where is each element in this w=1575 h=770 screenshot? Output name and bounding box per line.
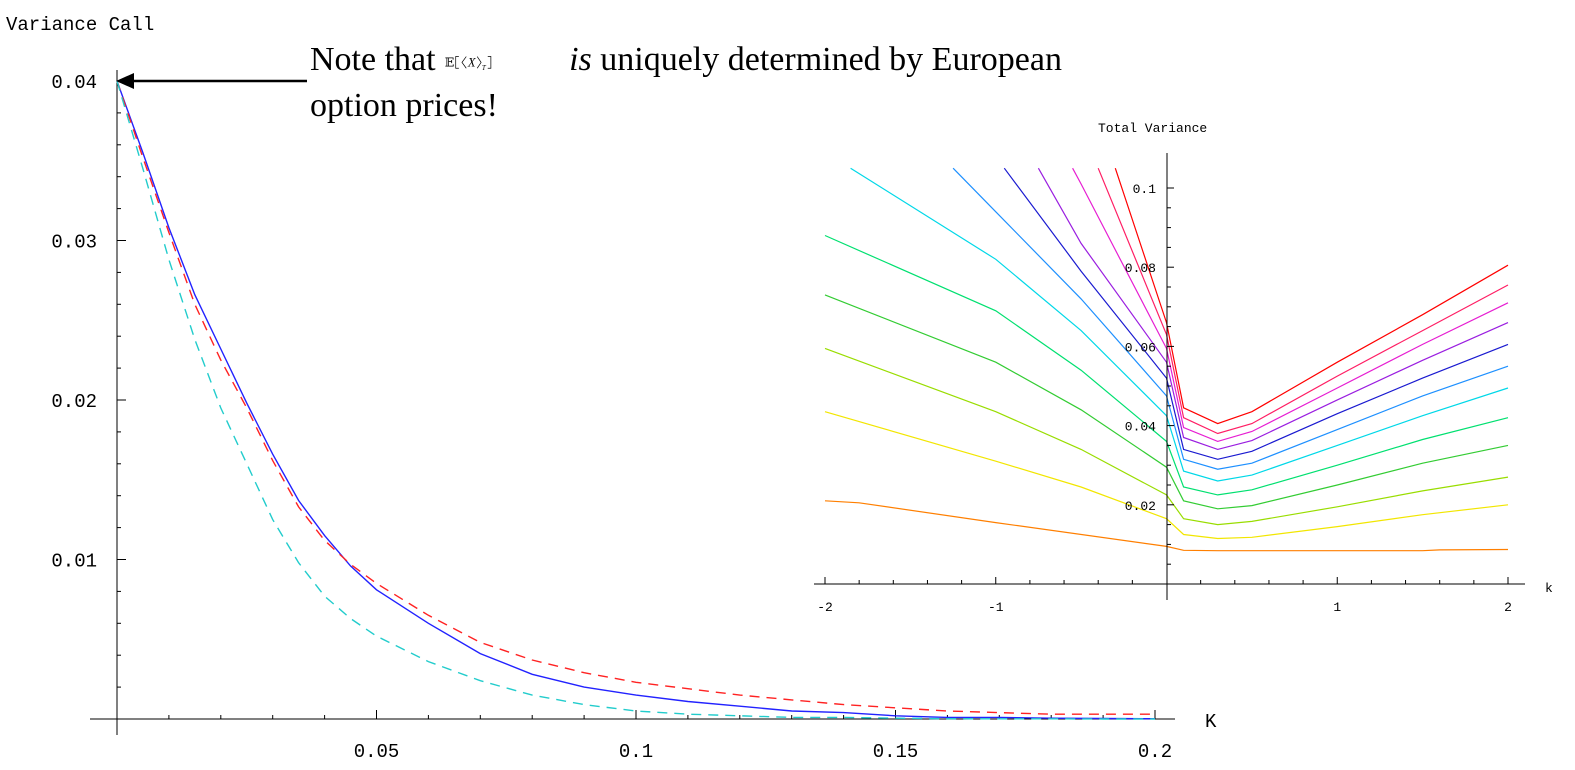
inset-background (814, 145, 1564, 625)
main-series-line-2 (116, 80, 1155, 715)
main-x-tick-label: 0.15 (873, 741, 919, 763)
inset-y-tick-label: 0.04 (1125, 420, 1156, 435)
main-x-tick-label: 0.05 (354, 741, 400, 763)
main-y-tick-label: 0.01 (51, 551, 97, 573)
main-series-line-3 (116, 80, 1155, 720)
expectation-symbol: 𝔼 (445, 55, 455, 69)
inset-series-line-8 (1003, 167, 1509, 460)
inset-series (824, 167, 1509, 552)
right-angle-bracket (476, 56, 482, 69)
inset-x-tick-label: 1 (1333, 600, 1341, 615)
inset-x-tick-label: -2 (817, 600, 833, 615)
main-x-tick-label: 0.1 (619, 741, 653, 763)
main-chart: Variance Call K 0.05 0.1 0.15 0.20.010.020.… (6, 14, 1217, 763)
formula-variable-x: X (467, 55, 477, 69)
inset-y-axis-label: Total Variance (1098, 121, 1207, 136)
left-square-bracket (455, 56, 459, 69)
inset-y-tick-label: 0.1 (1133, 182, 1157, 197)
inset-series-line-1 (824, 500, 1509, 552)
annotation-arrowhead (116, 73, 134, 89)
inset-series-line-4 (824, 294, 1509, 510)
inset-series-line-10 (1072, 167, 1509, 443)
annotation-prefix: Note that (310, 41, 445, 78)
annotation-line-1: Note that 𝔼 X T is uniquely determined b… (310, 38, 1062, 82)
expectation-formula: 𝔼 X T (444, 42, 569, 82)
inset-y-tick-label: 0.02 (1125, 499, 1156, 514)
inset-y-tick-label: 0.08 (1125, 261, 1156, 276)
inset-x-axis-label: k (1545, 581, 1553, 596)
inset-series-line-6 (850, 167, 1509, 482)
annotation-suffix: uniquely determined by European (591, 41, 1062, 78)
inset-series-line-9 (1037, 167, 1509, 451)
inset-series-line-12 (1114, 168, 1509, 425)
inset-series-line-3 (824, 347, 1509, 526)
inset-series-line-11 (1097, 167, 1509, 435)
main-y-tick-label: 0.04 (51, 72, 97, 94)
left-angle-bracket (461, 56, 467, 69)
main-y-tick-label: 0.02 (51, 391, 97, 413)
main-series-line-1 (116, 80, 1156, 720)
right-square-bracket (487, 56, 492, 69)
main-y-axis-label: Variance Call (6, 14, 154, 36)
inset-x-tick-label: -1 (988, 600, 1004, 615)
main-series (116, 80, 1156, 720)
inset-y-tick-label: 0.06 (1125, 340, 1156, 355)
main-x-tick-label: 0.2 (1138, 741, 1172, 763)
main-y-tick-label: 0.03 (51, 232, 97, 254)
annotation-line-2: option prices! (310, 87, 498, 124)
inset-chart: Total Variance k -2 -1 1 2 0.02 0.04 0.06 0.08 0… (814, 121, 1564, 625)
inset-series-line-7 (952, 167, 1509, 470)
inset-series-line-2 (824, 411, 1509, 540)
inset-series-line-5 (824, 234, 1509, 496)
main-ticks: 0.05 0.1 0.15 0.2 0.01 0.02 0.03 0.04 (51, 72, 1172, 763)
inset-x-tick-label: 2 (1504, 600, 1512, 615)
inset-ticks: -2 -1 1 2 0.02 0.04 0.06 0.08 0.1 (817, 182, 1512, 615)
annotation-italic-is: is (569, 41, 592, 78)
main-x-axis-label: K (1205, 711, 1217, 733)
formula-subscript-t: T (482, 64, 487, 72)
